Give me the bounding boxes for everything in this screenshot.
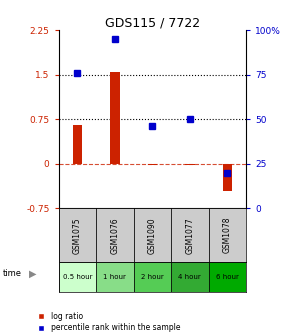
Text: ▶: ▶ xyxy=(29,269,37,279)
Bar xyxy=(110,72,120,164)
Bar xyxy=(185,164,195,165)
Bar xyxy=(134,262,171,292)
Text: GSM1077: GSM1077 xyxy=(185,217,194,254)
Text: GSM1076: GSM1076 xyxy=(110,217,119,254)
Text: 2 hour: 2 hour xyxy=(141,274,164,280)
Text: GSM1090: GSM1090 xyxy=(148,217,157,254)
Text: time: time xyxy=(3,269,22,278)
Bar xyxy=(171,208,209,262)
Text: 0.5 hour: 0.5 hour xyxy=(63,274,92,280)
Bar xyxy=(148,164,157,165)
Bar xyxy=(171,262,209,292)
Bar xyxy=(209,262,246,292)
Bar xyxy=(223,164,232,191)
Text: 6 hour: 6 hour xyxy=(216,274,239,280)
Bar xyxy=(96,208,134,262)
Bar xyxy=(96,262,134,292)
Text: 4 hour: 4 hour xyxy=(178,274,201,280)
Title: GDS115 / 7722: GDS115 / 7722 xyxy=(105,16,200,29)
Text: 1 hour: 1 hour xyxy=(103,274,126,280)
Bar xyxy=(209,208,246,262)
Bar xyxy=(59,208,96,262)
Text: GSM1075: GSM1075 xyxy=(73,217,82,254)
Bar xyxy=(134,208,171,262)
Text: GSM1078: GSM1078 xyxy=(223,217,232,253)
Legend: log ratio, percentile rank within the sample: log ratio, percentile rank within the sa… xyxy=(33,312,180,332)
Bar xyxy=(73,125,82,164)
Bar xyxy=(59,262,96,292)
